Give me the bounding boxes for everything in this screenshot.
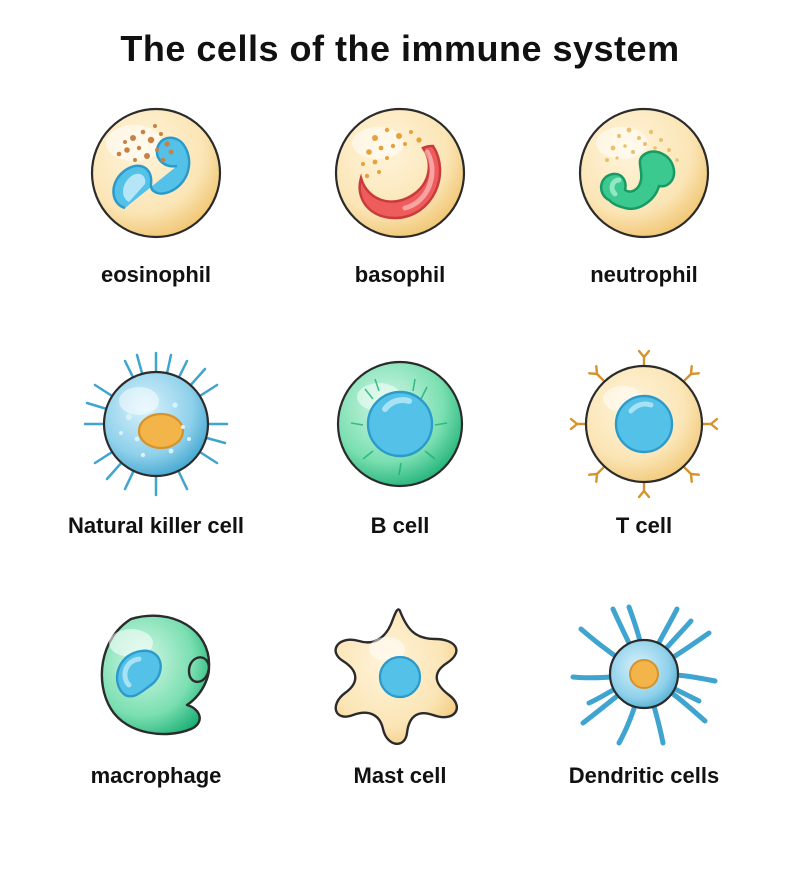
dendritic-cell-icon [559, 589, 729, 759]
macrophage-icon [71, 589, 241, 759]
cell-label: Natural killer cell [68, 513, 244, 539]
t-cell-icon [559, 339, 729, 509]
cell-label: Dendritic cells [569, 763, 719, 789]
cell-eosinophil: eosinophil [40, 88, 272, 327]
cell-mast: Mast cell [284, 589, 516, 828]
cell-macrophage: macrophage [40, 589, 272, 828]
cell-dendritic: Dendritic cells [528, 589, 760, 828]
cell-tcell: T cell [528, 339, 760, 578]
nk-cell-icon [71, 339, 241, 509]
b-cell-icon [315, 339, 485, 509]
cell-basophil: basophil [284, 88, 516, 327]
cell-nk: Natural killer cell [40, 339, 272, 578]
neutrophil-icon [559, 88, 729, 258]
cell-label: basophil [355, 262, 445, 288]
cell-bcell: B cell [284, 339, 516, 578]
cell-label: eosinophil [101, 262, 211, 288]
cell-label: B cell [371, 513, 430, 539]
cell-label: T cell [616, 513, 672, 539]
mast-cell-icon [315, 589, 485, 759]
page: The cells of the immune system [0, 0, 800, 893]
cells-grid: eosinophil [40, 88, 760, 828]
eosinophil-icon [71, 88, 241, 258]
cell-label: macrophage [91, 763, 222, 789]
page-title: The cells of the immune system [0, 0, 800, 70]
basophil-icon [315, 88, 485, 258]
cell-label: neutrophil [590, 262, 698, 288]
cell-label: Mast cell [354, 763, 447, 789]
cell-neutrophil: neutrophil [528, 88, 760, 327]
